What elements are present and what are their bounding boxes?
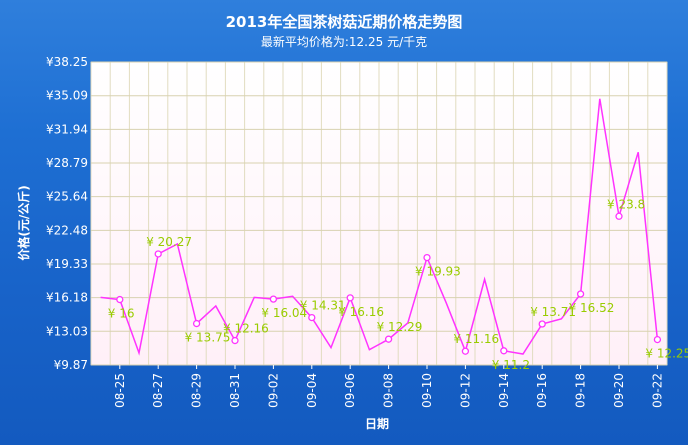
data-label: ¥ 11.16	[453, 332, 499, 346]
data-point	[576, 290, 585, 298]
x-tick-label: 09-10	[420, 373, 434, 408]
x-tick-label: 09-12	[458, 373, 472, 408]
data-label: ¥ 16.16	[338, 305, 384, 319]
data-labels: ¥ 16¥ 20.27¥ 13.75¥ 12.16¥ 16.04¥ 14.31¥…	[108, 197, 688, 372]
data-label: ¥ 14.31	[300, 299, 346, 313]
y-axis-label: 价格(元/公斤)	[16, 185, 31, 260]
data-point	[461, 347, 470, 355]
x-tick-label: 08-25	[113, 373, 127, 408]
data-label: ¥ 12.16	[223, 322, 269, 336]
x-tick-label: 09-22	[650, 373, 664, 408]
data-points	[116, 212, 662, 355]
data-label: ¥ 23.8	[607, 197, 645, 211]
data-point	[423, 253, 431, 262]
y-tick-label: ¥22.48	[46, 223, 88, 237]
data-point	[615, 212, 623, 220]
data-point	[538, 320, 546, 328]
data-point	[500, 347, 508, 355]
x-tick-label: 09-04	[305, 373, 319, 408]
data-point	[269, 295, 278, 303]
data-label: ¥ 12.29	[377, 320, 423, 334]
x-tick-label: 09-16	[535, 373, 549, 408]
y-tick-label: ¥35.09	[46, 89, 88, 103]
x-tick-label: 09-02	[266, 373, 280, 408]
data-label: ¥ 13.75	[185, 331, 231, 345]
x-tick-label: 08-29	[190, 373, 204, 408]
x-tick-label: 09-14	[497, 373, 511, 408]
chart-subtitle: 最新平均价格为:12.25 元/千克	[261, 34, 427, 49]
x-tick-label: 09-06	[343, 373, 357, 408]
data-label: ¥ 20.27	[146, 235, 192, 249]
data-point	[192, 319, 201, 328]
data-label: ¥ 19.93	[415, 265, 461, 279]
data-label: ¥ 13.71	[530, 305, 576, 319]
data-point	[308, 313, 316, 322]
data-point	[154, 250, 162, 258]
y-tick-label: ¥28.79	[46, 156, 88, 170]
data-label: ¥ 12.25	[645, 347, 688, 361]
x-axis-label: 日期	[365, 416, 389, 431]
data-point	[116, 295, 124, 304]
x-axis-ticks: 08-25 08-27 08-29 08-31 09-02 09-04 09-06 09-08…	[113, 365, 664, 408]
data-label: ¥ 16	[108, 307, 135, 321]
data-label: ¥ 16.52	[569, 301, 615, 315]
x-tick-label: 08-31	[228, 373, 242, 408]
y-tick-label: ¥31.94	[46, 122, 88, 136]
x-tick-label: 08-27	[151, 373, 165, 408]
y-axis-ticks: ¥9.87 ¥13.03 ¥16.18 ¥19.33 ¥22.48 ¥25.64 ¥28.7…	[46, 55, 88, 372]
y-tick-label: ¥25.64	[46, 190, 88, 204]
data-point	[653, 335, 662, 344]
data-point	[231, 336, 239, 345]
x-tick-label: 09-08	[382, 373, 396, 408]
x-tick-label: 09-20	[612, 373, 626, 408]
y-tick-label: ¥9.87	[54, 358, 88, 372]
y-tick-label: ¥38.25	[46, 55, 88, 69]
y-tick-label: ¥16.18	[46, 291, 88, 305]
chart-title: 2013年全国茶树菇近期价格走势图	[226, 13, 463, 31]
x-tick-label: 09-18	[574, 373, 588, 408]
data-label: ¥ 16.04	[261, 306, 307, 320]
data-point	[384, 335, 393, 343]
y-tick-label: ¥19.33	[46, 257, 88, 271]
data-point	[346, 294, 354, 302]
y-tick-label: ¥13.03	[46, 324, 88, 338]
series-line	[100, 98, 659, 356]
data-label: ¥ 11.2	[492, 358, 530, 372]
